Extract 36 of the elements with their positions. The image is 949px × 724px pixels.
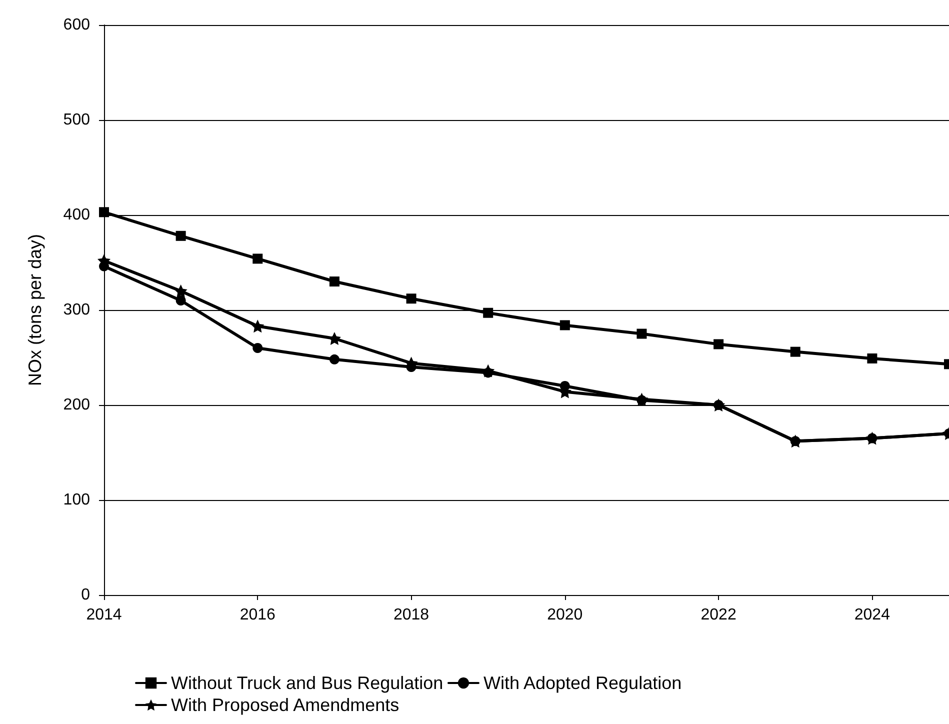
- y-tick-label: 500: [63, 112, 90, 128]
- point: [99, 207, 109, 218]
- legend-label: With Adopted Regulation: [483, 673, 682, 693]
- point: [176, 296, 186, 306]
- point: [483, 308, 494, 318]
- x-tick-label: 2016: [240, 606, 276, 624]
- point: [404, 356, 418, 370]
- point: [790, 346, 800, 357]
- y-tick-label: 0: [81, 586, 90, 604]
- y-tick-label: 200: [63, 396, 90, 414]
- y-tick-label: 100: [63, 492, 90, 508]
- point: [252, 254, 263, 264]
- point: [867, 353, 878, 364]
- point: [560, 320, 570, 330]
- point: [329, 276, 340, 286]
- point: [714, 339, 724, 350]
- point: [406, 294, 416, 304]
- point: [482, 364, 495, 378]
- x-tick-label: 2018: [393, 606, 430, 624]
- point: [329, 354, 340, 364]
- y-tick-label: 400: [63, 206, 90, 224]
- y-tick-label: 300: [63, 302, 90, 318]
- point: [636, 328, 647, 339]
- x-tick-label: 2014: [86, 606, 122, 624]
- x-tick-label: 2020: [547, 606, 583, 624]
- point: [252, 343, 263, 353]
- y-axis-title: NOx (tons per day): [25, 234, 45, 386]
- x-tick-label: 2024: [854, 606, 890, 624]
- x-tick-label: 2022: [700, 606, 736, 624]
- point: [174, 284, 188, 298]
- y-tick-label: 600: [63, 16, 90, 34]
- legend-label: Without Truck and Bus Regulation: [171, 673, 444, 693]
- point: [635, 392, 648, 406]
- point: [176, 230, 186, 241]
- legend-label: With Proposed Amendments: [171, 695, 400, 715]
- point: [251, 320, 264, 333]
